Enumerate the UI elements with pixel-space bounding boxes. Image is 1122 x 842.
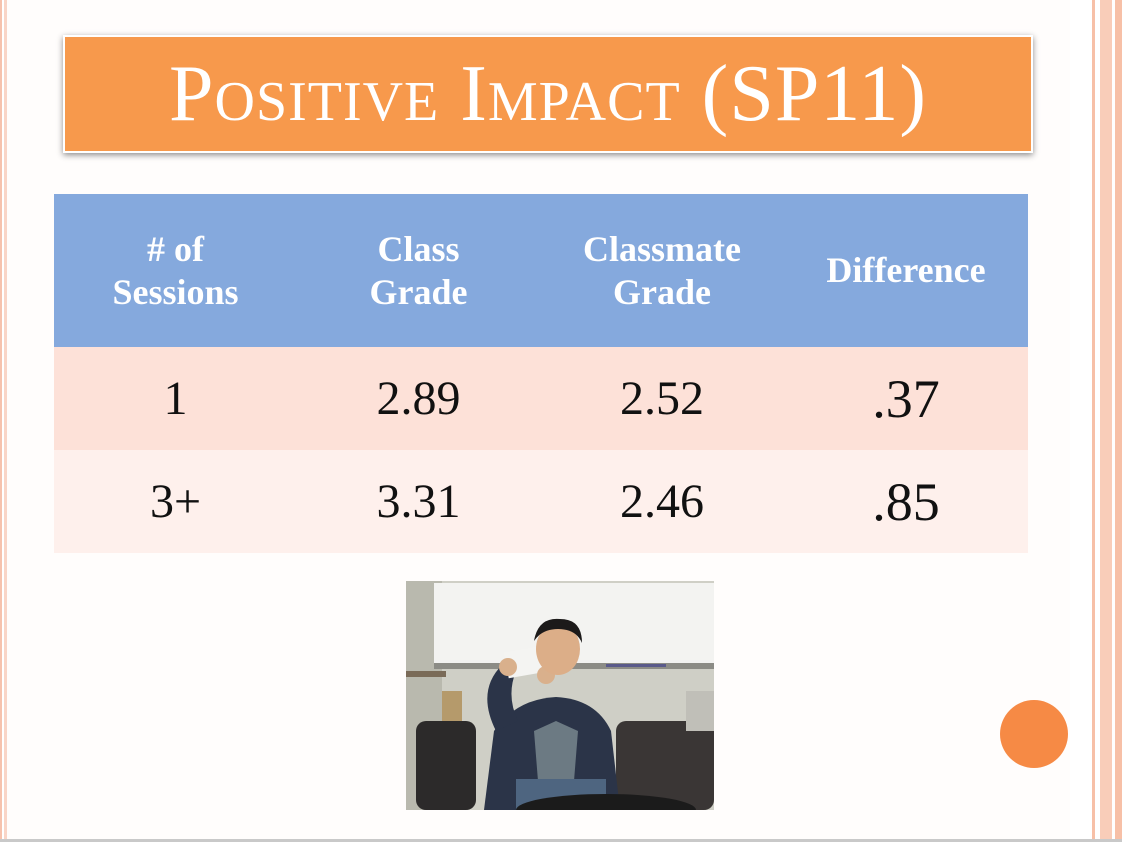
student-photo	[406, 581, 714, 810]
header-difference-line1: Difference	[826, 250, 986, 290]
bottom-divider	[0, 839, 1122, 842]
grade-table: # of Sessions Class Grade Classmate Grad…	[54, 194, 1028, 553]
header-sessions-line1: # of	[147, 228, 204, 269]
header-class-grade: Class Grade	[297, 194, 540, 347]
title-banner: Positive Impact (SP11)	[63, 35, 1033, 153]
cell-sessions: 3+	[54, 450, 297, 553]
cell-sessions: 1	[54, 347, 297, 450]
header-classmate-grade-line1: Classmate	[583, 228, 741, 269]
cell-difference: .85	[784, 450, 1028, 553]
student-photo-illustration	[406, 581, 714, 810]
table-header-row: # of Sessions Class Grade Classmate Grad…	[54, 194, 1028, 347]
cell-class-grade: 2.89	[297, 347, 540, 450]
cell-class-grade: 3.31	[297, 450, 540, 553]
header-classmate-grade-line2: Grade	[613, 271, 711, 312]
cell-classmate-grade: 2.46	[540, 450, 784, 553]
cell-difference: .37	[784, 347, 1028, 450]
accent-circle-decoration	[1000, 700, 1068, 768]
slide-title: Positive Impact (SP11)	[169, 49, 927, 138]
header-classmate-grade: Classmate Grade	[540, 194, 784, 347]
header-sessions: # of Sessions	[54, 194, 297, 347]
table-row: 3+ 3.31 2.46 .85	[54, 450, 1028, 553]
cell-classmate-grade: 2.52	[540, 347, 784, 450]
left-border-decoration	[0, 0, 7, 842]
right-border-decoration	[1070, 0, 1122, 842]
table-row: 1 2.89 2.52 .37	[54, 347, 1028, 450]
header-class-grade-line2: Grade	[369, 271, 468, 312]
header-sessions-line2: Sessions	[112, 271, 239, 312]
header-difference: Difference	[784, 194, 1028, 347]
header-class-grade-line1: Class	[377, 228, 460, 269]
